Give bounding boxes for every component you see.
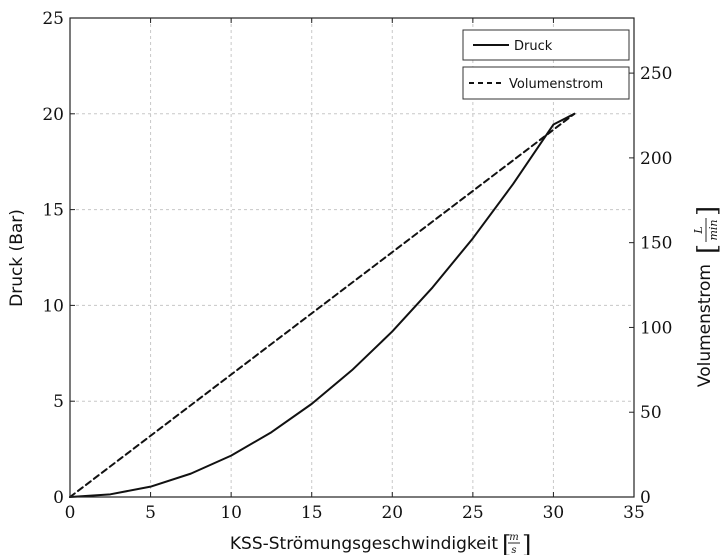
x-unit-numerator: m xyxy=(509,532,518,543)
x-tick-label: 0 xyxy=(65,503,76,523)
x-unit-bracket-open: [ xyxy=(502,531,511,555)
y-left-tick-label: 10 xyxy=(42,296,64,316)
y-right-axis-label: Volumenstrom xyxy=(695,264,715,387)
x-tick-label: 20 xyxy=(381,503,403,523)
y-left-tick-label: 0 xyxy=(53,488,64,508)
x-tick-label: 15 xyxy=(301,503,323,523)
plot-frame xyxy=(69,17,635,498)
y-right-tick-label: 150 xyxy=(640,234,672,254)
y-right-tick-label: 200 xyxy=(640,149,672,169)
y-right-unit-bracket-close: ] xyxy=(693,206,721,216)
x-tick-label: 5 xyxy=(145,503,156,523)
y-left-tick-label: 5 xyxy=(53,392,64,412)
x-axis-label-group: KSS-Strömungsgeschwindigkeit [ m s ] xyxy=(230,531,532,555)
x-tick-label: 35 xyxy=(623,503,645,523)
series-line-volumenstrom xyxy=(69,112,576,498)
y-left-tick-label: 15 xyxy=(42,201,64,221)
x-unit-bracket-close: ] xyxy=(522,531,531,555)
y-right-unit-numerator: L xyxy=(692,226,705,234)
legend-label-volumenstrom: Volumenstrom xyxy=(509,77,603,92)
y-left-axis-label: Druck (Bar) xyxy=(7,209,27,307)
x-tick-label: 10 xyxy=(220,503,242,523)
y-left-tick-label: 20 xyxy=(42,105,64,125)
x-unit-denominator: s xyxy=(511,545,516,555)
series-line-druck xyxy=(69,112,576,498)
x-tick-label: 30 xyxy=(543,503,565,523)
y-left-tick-label: 25 xyxy=(42,9,64,29)
y-right-tick-label: 250 xyxy=(640,64,672,84)
y-right-unit-denominator: min xyxy=(707,219,720,240)
x-tick-label: 25 xyxy=(462,503,484,523)
legend-label-druck: Druck xyxy=(514,39,553,54)
y-right-tick-label: 100 xyxy=(640,318,672,338)
legend: Druck Volumenstrom xyxy=(462,29,630,100)
x-axis-label: KSS-Strömungsgeschwindigkeit xyxy=(230,534,498,554)
series-layer xyxy=(69,112,576,498)
y-right-axis-label-group: Volumenstrom [ L min ] xyxy=(692,206,721,387)
y-right-unit-bracket-open: [ xyxy=(693,244,721,254)
y-right-tick-label: 50 xyxy=(640,403,662,423)
y-right-tick-label: 0 xyxy=(640,488,651,508)
